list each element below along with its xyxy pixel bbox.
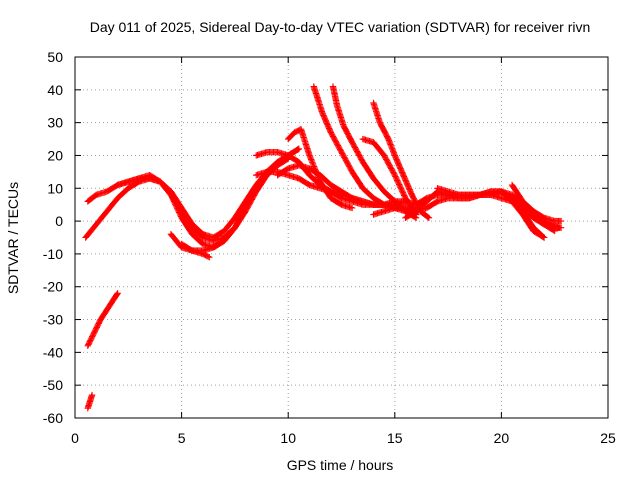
x-tick-label: 10	[280, 430, 296, 446]
y-tick-label: -20	[43, 279, 63, 295]
y-tick-label: -40	[43, 344, 63, 360]
grid-lines	[75, 57, 608, 418]
data-series-arc-q	[434, 185, 548, 241]
data-series-arc-s	[508, 191, 565, 231]
y-tick-label: 50	[47, 49, 63, 65]
x-tick-label: 25	[600, 430, 616, 446]
data-series-arc-r	[508, 181, 565, 225]
y-tick-label: -30	[43, 312, 63, 328]
data-series-arc-d	[167, 145, 303, 254]
chart-title: Day 011 of 2025, Sidereal Day-to-day VTE…	[90, 19, 591, 35]
plot-frame	[74, 56, 609, 419]
x-tick-label: 5	[178, 430, 186, 446]
data-points	[82, 83, 565, 412]
y-tick-label: 30	[47, 115, 63, 131]
data-series-arc-e	[178, 240, 213, 261]
y-axis-ticks: 50 40 30 20 10 0 -10 -20 -30 -40 -50 -60	[43, 49, 608, 426]
x-tick-label: 20	[494, 430, 510, 446]
x-tick-label: 15	[387, 430, 403, 446]
data-series-arc-m	[359, 135, 420, 218]
x-axis-ticks: 0 5 10 15 20 25	[71, 57, 616, 446]
y-axis-label: SDTVAR / TECUs	[5, 182, 21, 294]
y-tick-label: 10	[47, 180, 63, 196]
y-tick-label: 0	[55, 213, 63, 229]
x-tick-label: 0	[71, 430, 79, 446]
y-tick-label: -60	[43, 410, 63, 426]
y-tick-label: -50	[43, 377, 63, 393]
x-axis-label: GPS time / hours	[287, 457, 394, 473]
y-tick-label: 20	[47, 147, 63, 163]
data-series-arc-i	[285, 126, 356, 212]
y-tick-label: 40	[47, 82, 63, 98]
y-tick-label: -10	[43, 246, 63, 262]
data-series-arc-t	[84, 290, 121, 349]
data-series-arc-u	[84, 391, 96, 412]
